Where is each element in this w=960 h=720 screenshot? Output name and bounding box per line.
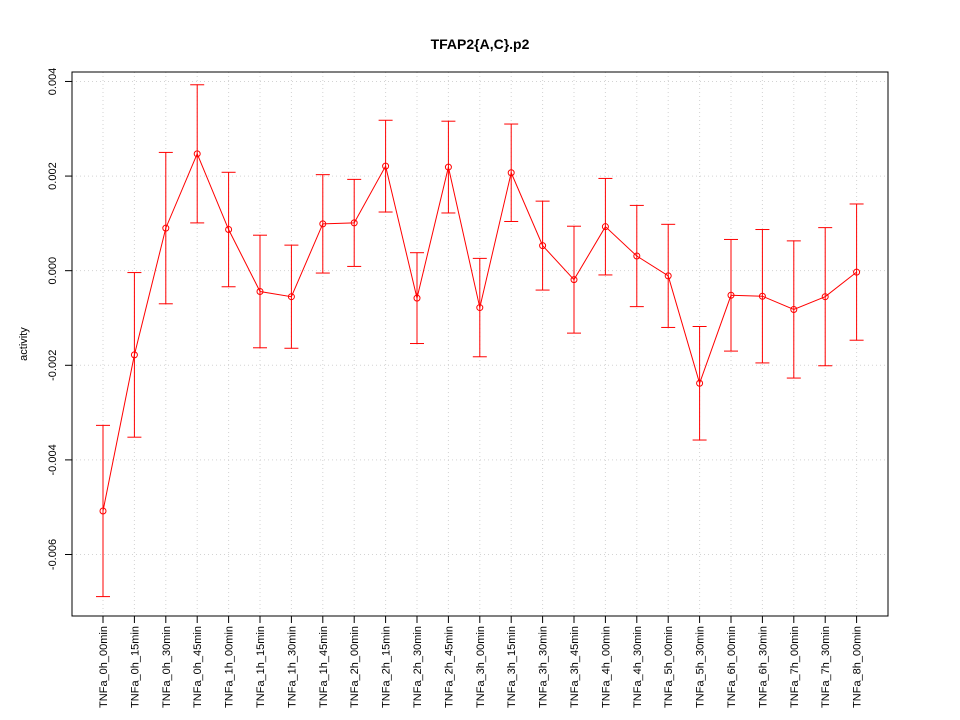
x-tick-label: TNFa_1h_45min	[318, 626, 330, 708]
data-point	[319, 220, 327, 228]
x-tick-label: TNFa_0h_30min	[161, 626, 173, 708]
x-tick-label: TNFa_3h_00min	[475, 626, 487, 708]
data-point	[664, 272, 672, 280]
x-tick-label: TNFa_1h_30min	[286, 626, 298, 708]
series-layer	[96, 84, 864, 598]
x-tick-label: TNFa_2h_15min	[381, 626, 393, 708]
x-tick-label: TNFa_8h_00min	[852, 626, 864, 708]
data-point	[99, 507, 107, 515]
y-tick-label: -0.006	[47, 539, 59, 570]
x-tick-label: TNFa_2h_00min	[349, 626, 361, 708]
x-tick-label: TNFa_6h_30min	[757, 626, 769, 708]
data-point	[193, 150, 201, 158]
data-point	[350, 219, 358, 227]
data-point	[162, 224, 170, 232]
data-point	[790, 305, 798, 313]
data-point	[853, 268, 861, 276]
data-point	[601, 223, 609, 231]
y-tick-label: -0.004	[47, 444, 59, 475]
x-tick-label: TNFa_0h_00min	[98, 626, 110, 708]
x-tick-label: TNFa_5h_30min	[695, 626, 707, 708]
data-point	[570, 276, 578, 284]
data-point	[444, 163, 452, 171]
y-tick-label: 0.000	[47, 257, 59, 285]
x-tick-label: TNFa_2h_30min	[412, 626, 424, 708]
data-point	[633, 252, 641, 260]
data-point	[507, 169, 515, 177]
x-tick-label: TNFa_1h_00min	[224, 626, 236, 708]
y-tick-label: 0.004	[47, 68, 59, 96]
x-tick-label: TNFa_3h_15min	[506, 626, 518, 708]
x-tick-label: TNFa_0h_45min	[192, 626, 204, 708]
data-point	[287, 293, 295, 301]
data-point	[413, 294, 421, 302]
y-tick-label: -0.002	[47, 350, 59, 381]
x-tick-label: TNFa_6h_00min	[726, 626, 738, 708]
data-point	[382, 162, 390, 170]
x-tick-label: TNFa_3h_45min	[569, 626, 581, 708]
y-tick-label: 0.002	[47, 162, 59, 190]
data-point	[225, 226, 233, 234]
x-tick-label: TNFa_1h_15min	[255, 626, 267, 708]
series-line	[102, 152, 857, 512]
y-axis: -0.006 -0.004 -0.002 0.000 0.002 0.004	[47, 68, 72, 570]
x-axis: TNFa_0h_00min TNFa_0h_15min TNFa_0h_30min T…	[98, 616, 864, 708]
data-point	[539, 242, 547, 250]
data-point	[821, 293, 829, 301]
data-point	[758, 292, 766, 300]
data-point	[130, 351, 138, 359]
chart-title: TFAP2{A,C}.p2	[431, 36, 530, 52]
x-tick-label: TNFa_2h_45min	[443, 626, 455, 708]
data-point	[727, 291, 735, 299]
x-tick-label: TNFa_4h_30min	[632, 626, 644, 708]
x-tick-label: TNFa_3h_30min	[538, 626, 550, 708]
x-tick-label: TNFa_0h_15min	[129, 626, 141, 708]
data-point	[696, 379, 704, 387]
x-tick-label: TNFa_7h_00min	[789, 626, 801, 708]
data-point	[476, 304, 484, 312]
data-point	[256, 287, 264, 295]
x-tick-label: TNFa_4h_00min	[600, 626, 612, 708]
y-axis-label: activity	[18, 327, 30, 361]
x-tick-label: TNFa_5h_00min	[663, 626, 675, 708]
x-tick-label: TNFa_7h_30min	[820, 626, 832, 708]
